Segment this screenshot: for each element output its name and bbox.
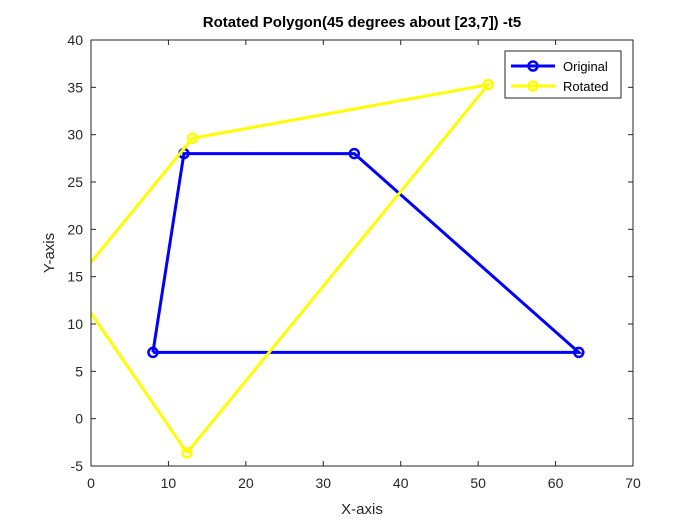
x-tick-label: 60 — [548, 475, 564, 491]
y-tick-label: 15 — [67, 269, 83, 285]
x-tick-label: 20 — [238, 475, 254, 491]
y-tick-label: 0 — [75, 411, 83, 427]
series-layer — [91, 78, 585, 459]
x-tick-label: 40 — [393, 475, 409, 491]
series-point-original — [147, 346, 159, 359]
series-line-rotated — [91, 82, 492, 454]
x-tick-label: 0 — [87, 475, 95, 491]
y-tick-label: 30 — [67, 127, 83, 143]
chart-title: Rotated Polygon(45 degrees about [23,7])… — [203, 14, 521, 31]
legend: Original Rotated — [504, 50, 622, 99]
y-axis-ticks: -5 0 5 10 15 20 25 30 35 40 — [67, 32, 633, 474]
legend-label-rotated: Rotated — [563, 79, 609, 94]
x-tick-label: 70 — [625, 475, 641, 491]
x-tick-label: 10 — [161, 475, 177, 491]
legend-box — [504, 50, 622, 99]
legend-entries: Original Rotated — [511, 59, 609, 94]
y-tick-label: 20 — [67, 221, 83, 237]
series-point-rotated — [482, 78, 494, 91]
plot-area — [91, 40, 633, 466]
legend-label-original: Original — [563, 59, 608, 74]
series-point-rotated — [186, 132, 199, 145]
y-tick-label: 5 — [75, 363, 83, 379]
y-tick-label: 35 — [67, 79, 83, 95]
y-tick-label: 10 — [67, 316, 83, 332]
y-tick-label: 40 — [67, 32, 83, 48]
x-tick-label: 30 — [315, 475, 331, 491]
y-tick-label: 25 — [67, 174, 83, 190]
series-point-original — [573, 346, 585, 359]
y-axis-label: Y-axis — [41, 233, 58, 273]
legend-marker-original — [527, 60, 539, 72]
x-axis-ticks: 0 10 20 30 40 50 60 70 — [87, 40, 641, 491]
y-tick-label: -5 — [71, 458, 84, 474]
x-axis-label: X-axis — [341, 501, 383, 518]
series-line-original — [151, 152, 583, 354]
x-tick-label: 50 — [470, 475, 486, 491]
plot-frame — [90, 39, 634, 467]
legend-marker-rotated — [527, 80, 539, 92]
series-point-original — [348, 147, 361, 160]
series-point-rotated — [181, 447, 193, 459]
